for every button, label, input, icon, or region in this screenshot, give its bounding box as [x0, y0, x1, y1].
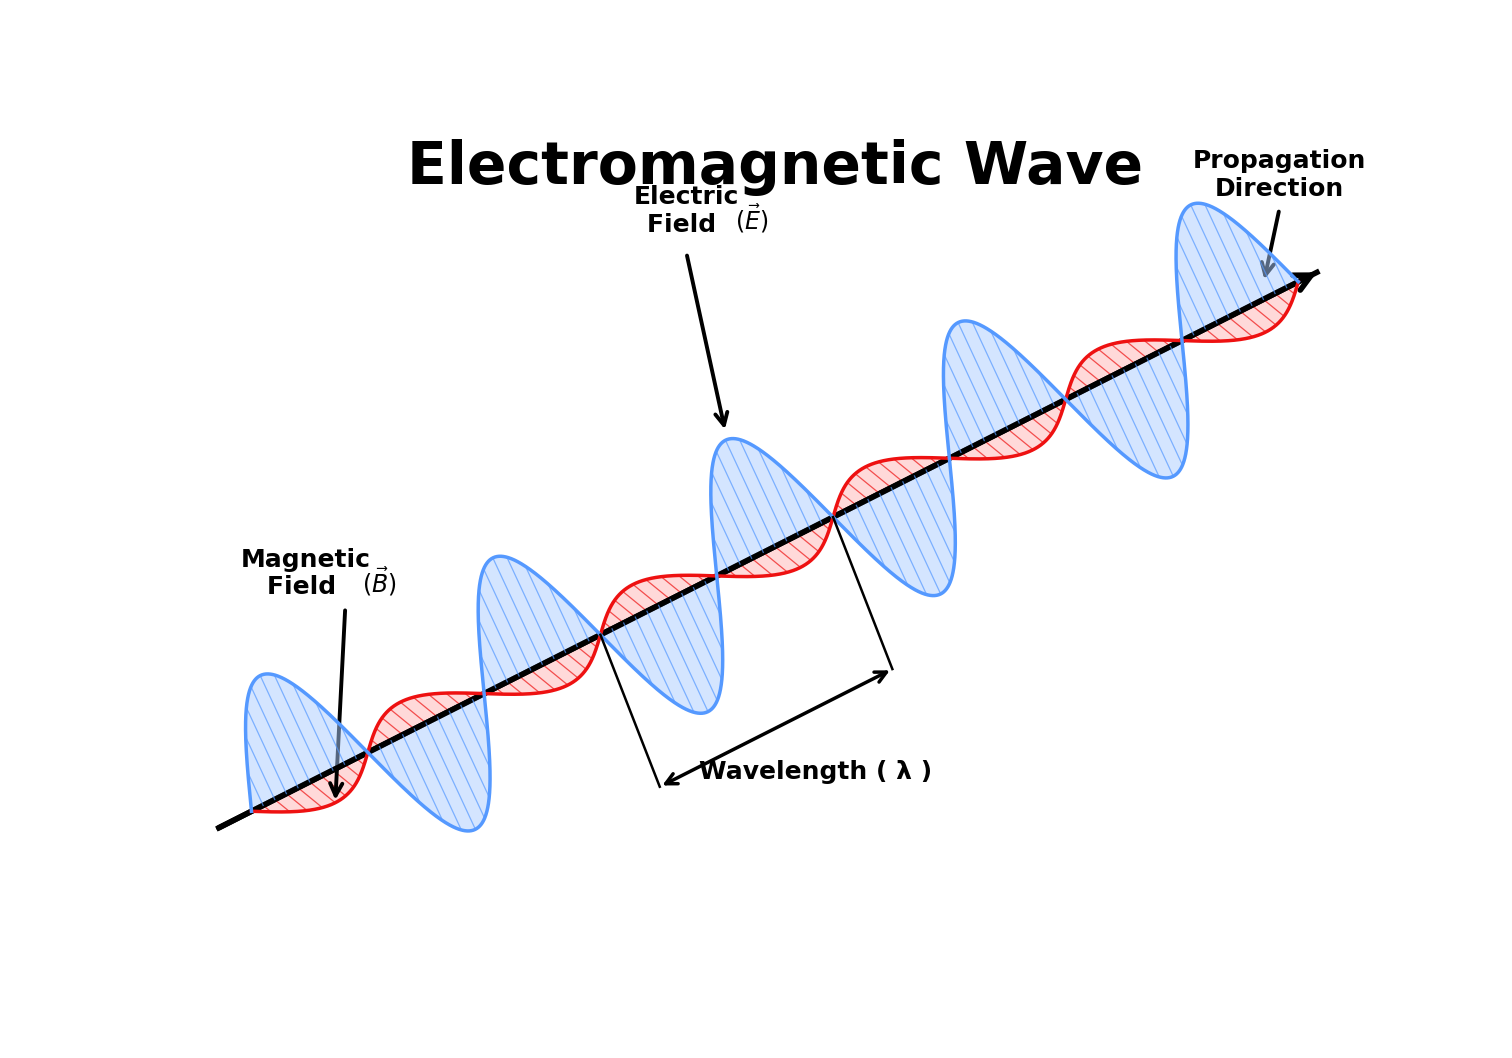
Polygon shape	[950, 400, 1066, 459]
Polygon shape	[833, 458, 956, 596]
Polygon shape	[717, 517, 833, 577]
Text: Electric
Field: Electric Field	[634, 185, 739, 237]
Polygon shape	[478, 557, 600, 694]
Polygon shape	[600, 576, 717, 635]
Polygon shape	[251, 752, 367, 811]
Text: Wavelength ( λ ): Wavelength ( λ )	[699, 761, 931, 784]
Text: $(\vec{B})$: $(\vec{B})$	[363, 565, 398, 598]
Text: $(\vec{E})$: $(\vec{E})$	[735, 202, 768, 235]
Text: Magnetic
Field: Magnetic Field	[242, 548, 370, 600]
Polygon shape	[1066, 340, 1182, 400]
Polygon shape	[367, 694, 490, 831]
Text: Electromagnetic Wave: Electromagnetic Wave	[407, 140, 1143, 196]
Polygon shape	[484, 635, 600, 694]
Polygon shape	[367, 693, 484, 752]
Polygon shape	[1182, 281, 1299, 342]
Text: Propagation
Direction: Propagation Direction	[1193, 149, 1365, 201]
Polygon shape	[1066, 341, 1188, 478]
Polygon shape	[1176, 203, 1299, 341]
Polygon shape	[245, 674, 367, 811]
Polygon shape	[833, 458, 950, 517]
Polygon shape	[943, 321, 1066, 458]
Polygon shape	[711, 439, 833, 576]
Polygon shape	[600, 576, 723, 713]
